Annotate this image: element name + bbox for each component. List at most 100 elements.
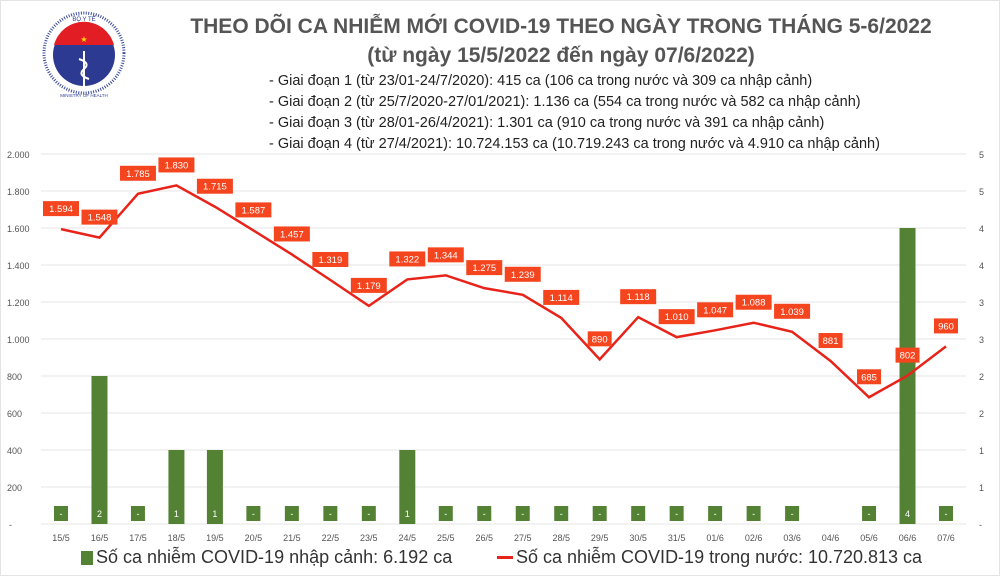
bar-label: - (675, 509, 678, 519)
data-label-box (389, 251, 426, 267)
data-label-box (587, 331, 612, 347)
right-tick-label: 4 (979, 261, 984, 271)
left-tick-label: 2.000 (7, 150, 30, 160)
bar (785, 506, 800, 521)
left-tick-label: 200 (7, 483, 22, 493)
data-label-box (119, 165, 156, 181)
left-tick-label: 1.600 (7, 224, 30, 234)
x-tick-label: 02/6 (745, 533, 763, 543)
data-label: 1.715 (203, 182, 227, 193)
left-tick-label: 400 (7, 446, 22, 456)
bar (746, 506, 761, 521)
legend-swatch-red (497, 556, 513, 559)
data-label: 685 (861, 372, 877, 383)
bar (939, 506, 953, 521)
data-label: 1.594 (49, 204, 73, 215)
left-tick-label: 1.000 (7, 335, 30, 345)
data-label-box (504, 266, 541, 282)
x-tick-label: 04/6 (822, 533, 840, 543)
data-label: 960 (938, 321, 954, 332)
data-label: 1.457 (280, 229, 304, 240)
bar (246, 506, 261, 521)
data-label-box (312, 251, 349, 267)
data-label-box (196, 178, 233, 194)
data-label: 1.239 (511, 270, 535, 281)
x-tick-label: 27/5 (514, 533, 532, 543)
x-tick-label: 21/5 (283, 533, 301, 543)
bar (399, 450, 416, 524)
data-label-box (158, 157, 195, 173)
chart-subtitle: (từ ngày 15/5/2022 đến ngày 07/6/2022) (367, 44, 755, 67)
bar (631, 506, 646, 521)
data-label-box (427, 247, 464, 263)
right-tick-label: 1 (979, 483, 984, 493)
x-tick-label: 31/5 (668, 533, 686, 543)
legend-label-imported: Số ca nhiễm COVID-19 nhập cảnh: 6.192 ca (96, 547, 453, 567)
bar-label: - (444, 509, 447, 519)
logo-text-top: BỘ Y TẾ (72, 16, 95, 23)
data-label-box (43, 201, 79, 217)
x-tick-label: 30/5 (629, 533, 647, 543)
data-label-box (774, 303, 811, 319)
stage-4-note: - Giai đoạn 4 (từ 27/4/2021): 10.724.153… (269, 136, 880, 152)
legend-item-bar: Số ca nhiễm COVID-19 nhập cảnh: 6.192 ca (81, 547, 452, 568)
x-tick-label: 16/5 (91, 533, 109, 543)
logo-text-bottom: MINISTRY OF HEALTH (60, 93, 108, 98)
left-tick-label: 1.400 (7, 261, 30, 271)
data-label: 1.587 (242, 205, 266, 216)
data-label: 1.344 (434, 250, 458, 261)
x-tick-label: 19/5 (206, 533, 224, 543)
legend-swatch-green (81, 550, 93, 565)
data-label: 881 (823, 336, 839, 347)
x-tick-label: 18/5 (168, 533, 186, 543)
left-tick-label: 800 (7, 372, 22, 382)
bar-label: - (560, 509, 563, 519)
data-label: 1.047 (703, 305, 727, 316)
bar (592, 506, 607, 521)
data-label-box (350, 277, 387, 293)
bar-label: - (329, 509, 332, 519)
bar (708, 506, 723, 521)
left-tick-label: 600 (7, 409, 22, 419)
right-tick-label: 2 (979, 409, 984, 419)
bar (168, 450, 185, 524)
stage-2-note: - Giai đoạn 2 (từ 25/7/2020-27/01/2021):… (269, 94, 861, 110)
bar (284, 506, 299, 521)
right-tick-label: 3 (979, 298, 984, 308)
legend-item-line: Số ca nhiễm COVID-19 trong nước: 10.720.… (497, 547, 922, 568)
data-label-box (81, 209, 118, 225)
right-tick-label: 5 (979, 150, 984, 160)
bar-label: - (521, 509, 524, 519)
x-tick-label: 29/5 (591, 533, 609, 543)
data-label: 1.830 (165, 160, 189, 171)
x-tick-label: 26/5 (475, 533, 493, 543)
svg-text:★: ★ (80, 35, 87, 44)
bar-label: - (252, 509, 255, 519)
bar (515, 506, 530, 521)
ministry-logo: ★ BỘ Y TẾ MINISTRY OF HEALTH (42, 11, 126, 98)
bar (206, 450, 223, 524)
data-label: 1.118 (627, 292, 650, 303)
bar-label: - (290, 509, 293, 519)
bar-label: - (60, 509, 63, 519)
right-tick-label: - (979, 520, 982, 530)
data-label: 1.010 (665, 312, 689, 323)
bar (477, 506, 492, 521)
data-label: 1.179 (357, 281, 381, 292)
bar (323, 506, 338, 521)
bar (91, 376, 108, 524)
data-label: 802 (900, 351, 916, 362)
data-label: 1.785 (126, 169, 150, 180)
x-tick-label: 20/5 (245, 533, 263, 543)
bar-label: 1 (405, 509, 410, 519)
bar-label: - (598, 509, 601, 519)
data-label-box (818, 333, 843, 349)
bar-label: - (752, 509, 755, 519)
x-tick-label: 15/5 (52, 533, 70, 543)
data-label-box (735, 294, 772, 310)
bar-label: - (483, 509, 486, 519)
right-tick-label: 3 (979, 335, 984, 345)
domestic-cases-line (60, 184, 947, 399)
